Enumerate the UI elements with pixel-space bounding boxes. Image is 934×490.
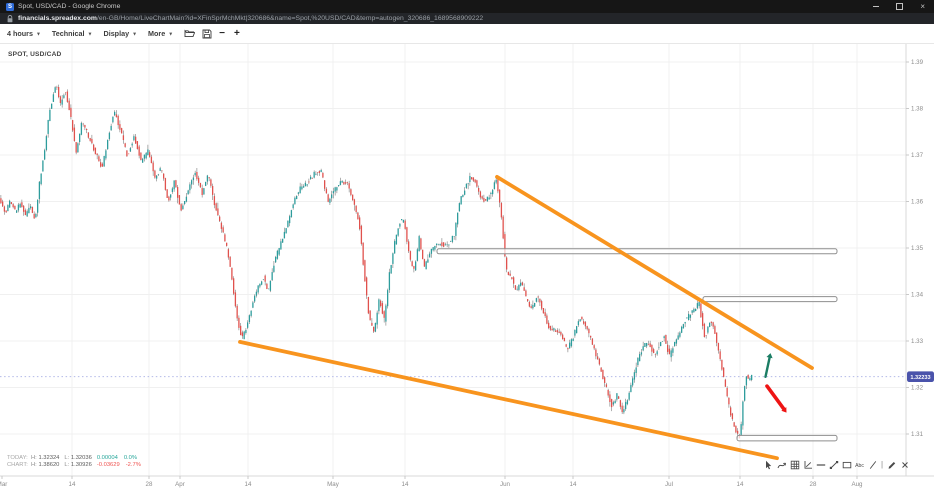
window-titlebar[interactable]: S Spot, USD/CAD - Google Chrome × [0,0,934,13]
chart-label: CHART: [7,462,28,469]
trendlines[interactable] [238,174,814,461]
window-title: Spot, USD/CAD - Google Chrome [18,3,121,10]
caret-down-icon: ▼ [132,31,138,37]
candle-bodies [0,87,753,439]
url-path: /en-GB/Home/LiveChartMain?id=XFinSprMchM… [96,15,484,22]
axes-tool-icon[interactable] [802,459,813,470]
today-low: 1.32036 [70,455,92,461]
gridlines [0,44,906,476]
technical-menu[interactable]: Technical ▼ [52,29,93,38]
time-axis-label: 14 [570,481,577,488]
more-menu-label: More [148,29,166,38]
time-axis-label: 14 [402,481,409,488]
time-axis-label: Mar [0,481,7,488]
chart-change: -0.03629 [96,462,120,469]
price-axis-label: 1.33 [911,338,924,345]
interval-menu[interactable]: 4 hours ▼ [7,29,41,38]
diagonal-line-tool-icon[interactable] [867,459,878,470]
price-axis-label: 1.32 [911,385,924,392]
time-axis-label: 14 [245,481,252,488]
today-high: 1.32324 [38,455,60,461]
price-axis-label: 1.36 [911,199,924,206]
site-favicon: S [6,2,14,11]
url-text[interactable]: financials.spreadex.com/en-GB/Home/LiveC… [18,15,483,22]
caret-down-icon: ▼ [87,31,93,37]
chart-low-prefix: L: [64,462,70,469]
price-axis-label: 1.31 [911,431,924,438]
scenario-arrows[interactable] [764,353,787,413]
legend-today-row: TODAY: H: 1.32324 L: 1.32036 0.00004 0.0% [7,455,141,462]
technical-menu-label: Technical [51,29,85,38]
svg-text:1.32233: 1.32233 [910,375,930,381]
address-bar[interactable]: financials.spreadex.com/en-GB/Home/LiveC… [0,13,934,24]
pointer-tool-icon[interactable] [763,459,774,470]
time-axis-label: Jul [665,481,673,488]
today-change: 0.00004 [96,455,118,461]
horizontal-line-tool-icon[interactable] [815,459,826,470]
chart-change-pct: -2.7% [125,462,141,469]
price-axis-label: 1.37 [911,152,924,159]
chart-area: 1.39 1.38 1.37 1.36 1.35 1.34 1.33 1.32 1.31 Mar 1… [0,44,934,490]
caret-down-icon: ▼ [168,31,174,37]
zoom-out-button[interactable]: − [219,27,226,39]
current-price-badge: 1.32233 [907,371,934,382]
time-axis-label: May [327,481,340,488]
minimize-icon[interactable] [873,6,880,7]
time-axis-label: Apr [175,481,185,488]
time-axis-label: 28 [146,481,153,488]
maximize-icon[interactable] [896,3,904,10]
chart-toolbar: 4 hours ▼ Technical ▼ Display ▼ More ▼ − + [0,24,934,44]
svg-text:Abc: Abc [855,463,864,469]
time-axis-label: Aug [851,481,863,488]
text-tool-icon[interactable]: Abc [854,459,865,470]
price-legend: TODAY: H: 1.32324 L: 1.32036 0.00004 0.0% CH… [7,455,141,470]
today-high-prefix: H: [31,455,37,461]
axes: 1.39 1.38 1.37 1.36 1.35 1.34 1.33 1.32 1.31 Mar 1… [0,44,934,488]
interval-menu-label: 4 hours [7,29,33,38]
window-controls: × [873,1,928,11]
price-axis-label: 1.35 [911,245,924,252]
price-axis-label: 1.39 [911,59,924,66]
today-low-prefix: L: [64,455,70,461]
curve-tool-icon[interactable] [776,459,787,470]
candlestick-plot[interactable]: 1.39 1.38 1.37 1.36 1.35 1.34 1.33 1.32 1.31 Mar 1… [0,44,934,490]
chart-high-prefix: H: [31,462,37,469]
time-axis-label: 14 [69,481,76,488]
more-menu[interactable]: More ▼ [148,29,173,38]
display-menu-label: Display [103,29,130,38]
caret-down-icon: ▼ [35,31,41,37]
lock-icon[interactable] [7,10,13,28]
drawing-toolbar: Abc | [763,459,910,470]
today-change-pct: 0.0% [123,455,138,461]
url-domain: financials.spreadex.com [18,15,97,22]
grid-tool-icon[interactable] [789,459,800,470]
price-axis-label: 1.38 [911,106,924,113]
chart-low: 1.30926 [70,462,92,469]
symbol-label: SPOT, USD/CAD [8,51,62,58]
rectangle-tool-icon[interactable] [841,459,852,470]
chart-high: 1.38620 [38,462,60,469]
time-axis-label: 14 [737,481,744,488]
zoom-in-button[interactable]: + [234,27,240,39]
pencil-tool-icon[interactable] [886,459,897,470]
price-axis-label: 1.34 [911,292,924,299]
close-tool-icon[interactable] [899,459,910,470]
today-label: TODAY: [7,455,28,461]
close-icon[interactable]: × [920,1,925,11]
vertical-line-tool-icon[interactable]: | [881,459,884,469]
trendline-tool-icon[interactable] [828,459,839,470]
save-icon[interactable] [202,29,212,39]
legend-chart-row: CHART: H: 1.38620 L: 1.30926 -0.03629 -2.7% [7,462,141,469]
time-axis-label: 28 [810,481,817,488]
resistance-boxes[interactable] [436,248,838,442]
display-menu[interactable]: Display ▼ [104,29,138,38]
time-axis-label: Jun [500,481,511,488]
open-folder-icon[interactable] [184,29,196,38]
